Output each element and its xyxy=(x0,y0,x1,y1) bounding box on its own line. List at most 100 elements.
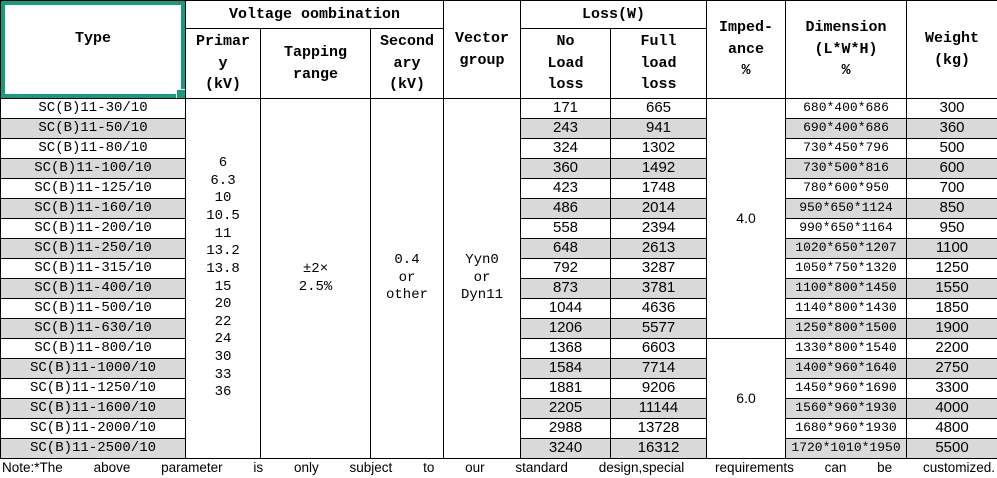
weight-cell[interactable]: 2750 xyxy=(906,358,997,379)
weight-cell[interactable]: 4000 xyxy=(906,398,997,419)
full-load-loss-cell[interactable]: 11144 xyxy=(609,398,708,419)
no-load-loss-cell[interactable]: 558 xyxy=(520,218,611,239)
type-cell[interactable]: SC(B)11-630/10 xyxy=(0,318,186,339)
type-cell[interactable]: SC(B)11-500/10 xyxy=(0,298,186,319)
col-header-impedance[interactable]: Imped- ance % xyxy=(706,0,787,99)
dimension-cell[interactable]: 1330*800*1540 xyxy=(785,338,908,359)
dimension-cell[interactable]: 1680*960*1930 xyxy=(785,418,908,439)
col-header-primary-kv[interactable]: Primar y (kV) xyxy=(185,28,261,99)
full-load-loss-cell[interactable]: 6603 xyxy=(609,338,708,359)
full-load-loss-cell[interactable]: 2394 xyxy=(609,218,708,239)
weight-cell[interactable]: 950 xyxy=(906,218,997,239)
dimension-cell[interactable]: 1100*800*1450 xyxy=(785,278,908,299)
dimension-cell[interactable]: 1400*960*1640 xyxy=(785,358,908,379)
type-cell[interactable]: SC(B)11-50/10 xyxy=(0,118,186,139)
weight-cell[interactable]: 850 xyxy=(906,198,997,219)
impedance-merged-cell-upper[interactable]: 4.0 xyxy=(706,98,787,339)
full-load-loss-cell[interactable]: 3287 xyxy=(609,258,708,279)
col-header-loss[interactable]: Loss(W) xyxy=(519,0,708,29)
type-cell[interactable]: SC(B)11-2000/10 xyxy=(0,418,186,439)
no-load-loss-cell[interactable]: 873 xyxy=(520,278,611,299)
dimension-cell[interactable]: 1560*960*1930 xyxy=(785,398,908,419)
type-cell[interactable]: SC(B)11-1600/10 xyxy=(0,398,186,419)
dimension-cell[interactable]: 1450*960*1690 xyxy=(785,378,908,399)
weight-cell[interactable]: 700 xyxy=(906,178,997,199)
no-load-loss-cell[interactable]: 2205 xyxy=(520,398,611,419)
weight-cell[interactable]: 2200 xyxy=(906,338,997,359)
weight-cell[interactable]: 300 xyxy=(906,98,997,119)
dimension-cell[interactable]: 1720*1010*1950 xyxy=(785,438,908,459)
type-cell[interactable]: SC(B)11-1000/10 xyxy=(0,358,186,379)
weight-cell[interactable]: 1550 xyxy=(906,278,997,299)
type-cell[interactable]: SC(B)11-800/10 xyxy=(0,338,186,359)
weight-cell[interactable]: 500 xyxy=(906,138,997,159)
no-load-loss-cell[interactable]: 171 xyxy=(520,98,611,119)
dimension-cell[interactable]: 690*400*686 xyxy=(785,118,908,139)
col-header-secondary-kv[interactable]: Second ary (kV) xyxy=(370,28,444,99)
full-load-loss-cell[interactable]: 2014 xyxy=(609,198,708,219)
full-load-loss-cell[interactable]: 1492 xyxy=(609,158,708,179)
no-load-loss-cell[interactable]: 486 xyxy=(520,198,611,219)
weight-cell[interactable]: 1850 xyxy=(906,298,997,319)
dimension-cell[interactable]: 990*650*1164 xyxy=(785,218,908,239)
full-load-loss-cell[interactable]: 9206 xyxy=(609,378,708,399)
type-cell[interactable]: SC(B)11-100/10 xyxy=(0,158,186,179)
col-header-full-load-loss[interactable]: Full load loss xyxy=(609,28,708,99)
full-load-loss-cell[interactable]: 1302 xyxy=(609,138,708,159)
full-load-loss-cell[interactable]: 5577 xyxy=(609,318,708,339)
dimension-cell[interactable]: 1020*650*1207 xyxy=(785,238,908,259)
primary-kv-merged-cell[interactable]: 6 6.3 10 10.5 11 13.2 13.8 15 20 22 24 3… xyxy=(185,98,261,459)
full-load-loss-cell[interactable]: 3781 xyxy=(609,278,708,299)
weight-cell[interactable]: 360 xyxy=(906,118,997,139)
type-cell[interactable]: SC(B)11-160/10 xyxy=(0,198,186,219)
selection-handle[interactable] xyxy=(176,89,185,98)
dimension-cell[interactable]: 780*600*950 xyxy=(785,178,908,199)
weight-cell[interactable]: 600 xyxy=(906,158,997,179)
dimension-cell[interactable]: 1250*800*1500 xyxy=(785,318,908,339)
full-load-loss-cell[interactable]: 4636 xyxy=(609,298,708,319)
col-header-type[interactable]: Type xyxy=(0,0,186,99)
no-load-loss-cell[interactable]: 1368 xyxy=(520,338,611,359)
col-header-vector-group[interactable]: Vector group xyxy=(443,0,521,99)
weight-cell[interactable]: 5500 xyxy=(906,438,997,459)
weight-cell[interactable]: 4800 xyxy=(906,418,997,439)
dimension-cell[interactable]: 680*400*686 xyxy=(785,98,908,119)
no-load-loss-cell[interactable]: 1206 xyxy=(520,318,611,339)
no-load-loss-cell[interactable]: 243 xyxy=(520,118,611,139)
no-load-loss-cell[interactable]: 2988 xyxy=(520,418,611,439)
full-load-loss-cell[interactable]: 941 xyxy=(609,118,708,139)
no-load-loss-cell[interactable]: 648 xyxy=(520,238,611,259)
tapping-range-merged-cell[interactable]: ±2× 2.5% xyxy=(260,98,371,459)
no-load-loss-cell[interactable]: 360 xyxy=(520,158,611,179)
type-cell[interactable]: SC(B)11-400/10 xyxy=(0,278,186,299)
col-header-tapping-range[interactable]: Tapping range xyxy=(260,28,371,99)
weight-cell[interactable]: 1250 xyxy=(906,258,997,279)
dimension-cell[interactable]: 1140*800*1430 xyxy=(785,298,908,319)
no-load-loss-cell[interactable]: 1881 xyxy=(520,378,611,399)
type-cell[interactable]: SC(B)11-200/10 xyxy=(0,218,186,239)
dimension-cell[interactable]: 730*500*816 xyxy=(785,158,908,179)
no-load-loss-cell[interactable]: 1044 xyxy=(520,298,611,319)
type-cell[interactable]: SC(B)11-315/10 xyxy=(0,258,186,279)
vector-group-merged-cell[interactable]: Yyn0 or Dyn11 xyxy=(443,98,521,459)
full-load-loss-cell[interactable]: 665 xyxy=(609,98,708,119)
col-header-no-load-loss[interactable]: No Load loss xyxy=(520,28,611,99)
type-cell[interactable]: SC(B)11-250/10 xyxy=(0,238,186,259)
no-load-loss-cell[interactable]: 3240 xyxy=(520,438,611,459)
type-cell[interactable]: SC(B)11-125/10 xyxy=(0,178,186,199)
col-header-weight[interactable]: Weight (kg) xyxy=(906,0,997,99)
type-cell[interactable]: SC(B)11-80/10 xyxy=(0,138,186,159)
no-load-loss-cell[interactable]: 792 xyxy=(520,258,611,279)
weight-cell[interactable]: 3300 xyxy=(906,378,997,399)
no-load-loss-cell[interactable]: 1584 xyxy=(520,358,611,379)
full-load-loss-cell[interactable]: 7714 xyxy=(609,358,708,379)
weight-cell[interactable]: 1100 xyxy=(906,238,997,259)
full-load-loss-cell[interactable]: 13728 xyxy=(609,418,708,439)
col-header-voltage-combination[interactable]: Voltage oombination xyxy=(185,0,444,29)
dimension-cell[interactable]: 730*450*796 xyxy=(785,138,908,159)
dimension-cell[interactable]: 1050*750*1320 xyxy=(785,258,908,279)
no-load-loss-cell[interactable]: 324 xyxy=(520,138,611,159)
col-header-dimension[interactable]: Dimension (L*W*H) % xyxy=(785,0,908,99)
type-cell[interactable]: SC(B)11-2500/10 xyxy=(0,438,186,459)
full-load-loss-cell[interactable]: 1748 xyxy=(609,178,708,199)
